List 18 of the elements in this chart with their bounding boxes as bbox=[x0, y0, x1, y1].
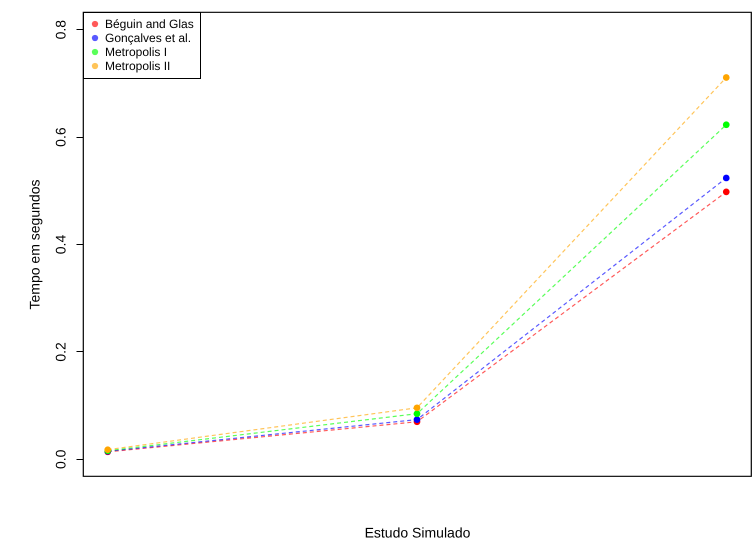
point bbox=[414, 416, 420, 423]
legend-label: Metropolis II bbox=[105, 59, 170, 73]
point bbox=[414, 404, 420, 412]
point bbox=[722, 188, 730, 196]
x-axis-title: Estudo Simulado bbox=[364, 524, 471, 540]
point bbox=[722, 174, 730, 182]
y-axis-title: Tempo em segundos bbox=[26, 180, 42, 310]
y-tick-label: 0.6 bbox=[52, 127, 68, 147]
point bbox=[722, 74, 730, 81]
y-tick-label: 0.2 bbox=[52, 342, 68, 362]
y-tick-label: 0.4 bbox=[52, 234, 68, 254]
legend-label: Metropolis I bbox=[105, 45, 168, 59]
point bbox=[414, 410, 420, 418]
legend-label: Béguin and Glas bbox=[105, 17, 194, 31]
legend-label: Gonçalves et al. bbox=[105, 31, 192, 45]
point bbox=[722, 121, 730, 128]
y-tick-label: 0.0 bbox=[52, 449, 68, 470]
y-tick-label: 0.8 bbox=[52, 20, 68, 40]
